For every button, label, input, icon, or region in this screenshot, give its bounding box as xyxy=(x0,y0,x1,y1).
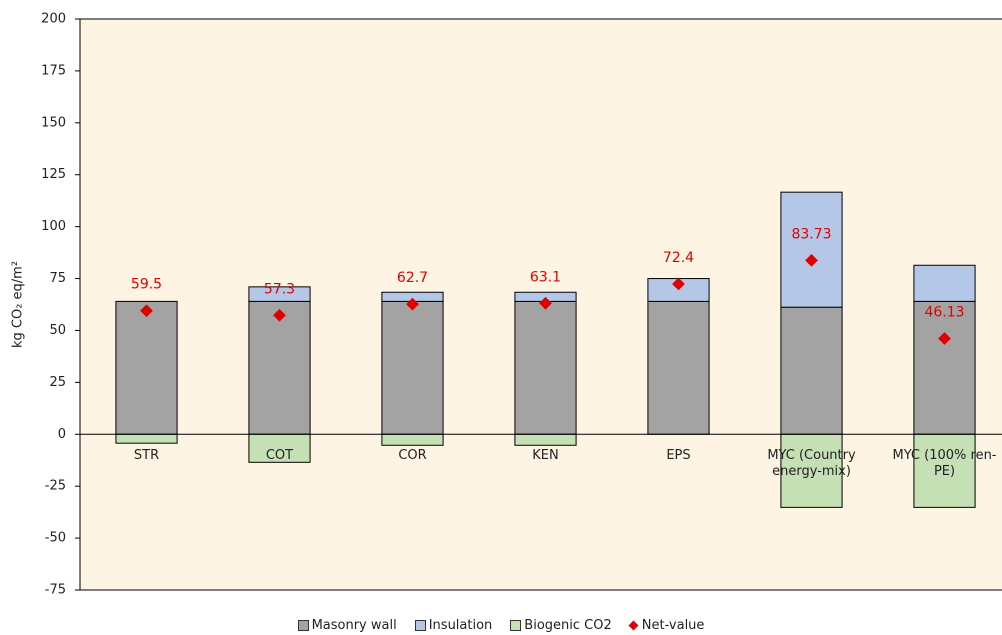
x-tick-label: MYC (100% ren-PE) xyxy=(892,448,997,480)
y-tick-label: 50 xyxy=(49,323,66,338)
x-tick-label: COR xyxy=(398,448,427,464)
x-tick-label: EPS xyxy=(666,448,691,464)
y-tick-label: 0 xyxy=(58,427,66,442)
legend-label: Masonry wall xyxy=(311,618,397,633)
bar-segment xyxy=(647,300,710,435)
legend-label: Biogenic CO2 xyxy=(524,618,612,633)
net-marker xyxy=(140,304,153,318)
bar-segment xyxy=(115,300,178,435)
y-tick-label: -25 xyxy=(45,479,66,494)
data-label: 62.7 xyxy=(397,270,428,286)
y-tick-label: -75 xyxy=(45,583,66,598)
data-label: 72.4 xyxy=(663,250,694,266)
chart-svg: -75 -50 -25 0 25 50 75 100 125 150 175 200 kg CO₂ eq… xyxy=(11,12,1002,598)
data-label: 63.1 xyxy=(530,269,561,285)
y-axis-title: kg CO₂ eq/m² xyxy=(11,261,26,348)
y-tick-label: 100 xyxy=(41,219,66,234)
net-marker xyxy=(273,308,286,322)
y-tick-label: 150 xyxy=(41,115,66,130)
bar-segment xyxy=(780,306,843,435)
data-label: 83.73 xyxy=(791,226,831,242)
y-tick-label: 75 xyxy=(49,271,66,286)
bar-segment xyxy=(115,433,178,444)
legend: Masonry wall Insulation Biogenic CO2 Net-va… xyxy=(0,618,1002,633)
data-label: 57.3 xyxy=(264,281,295,297)
y-tick-label: 25 xyxy=(49,375,66,390)
data-label: 46.13 xyxy=(924,304,964,320)
bar-segment xyxy=(248,433,311,463)
x-tick-label: COT xyxy=(265,448,294,464)
legend-swatch xyxy=(414,620,426,631)
bar-segment xyxy=(514,300,577,435)
bar-segment xyxy=(248,286,311,302)
legend-label: Net-value xyxy=(641,618,705,633)
y-tick-label: 200 xyxy=(41,12,66,27)
y-tick-label: 175 xyxy=(41,63,66,78)
bar-segment xyxy=(913,264,976,302)
legend-swatch xyxy=(297,620,309,631)
bar-segment xyxy=(514,433,577,446)
bar-segment xyxy=(913,433,976,508)
legend-item: Masonry wall xyxy=(297,618,397,633)
legend-item: Insulation xyxy=(414,618,493,633)
net-marker xyxy=(406,297,419,311)
y-tick-label: 125 xyxy=(41,167,66,182)
bar-segment xyxy=(381,433,444,446)
x-tick-label: KEN xyxy=(532,448,559,464)
legend-item: Net-value xyxy=(628,618,705,633)
data-label: 59.5 xyxy=(131,277,162,293)
legend-label: Insulation xyxy=(428,618,493,633)
x-tick-label: MYC (Country energy-mix) xyxy=(767,448,856,480)
legend-item: Biogenic CO2 xyxy=(510,618,612,633)
bar-segment xyxy=(780,191,843,308)
legend-swatch xyxy=(628,620,639,631)
y-tick-label: -50 xyxy=(45,531,66,546)
legend-swatch xyxy=(510,620,522,631)
bar-segment xyxy=(381,300,444,435)
bar-segment xyxy=(913,300,976,435)
x-tick-label: STR xyxy=(133,448,160,464)
